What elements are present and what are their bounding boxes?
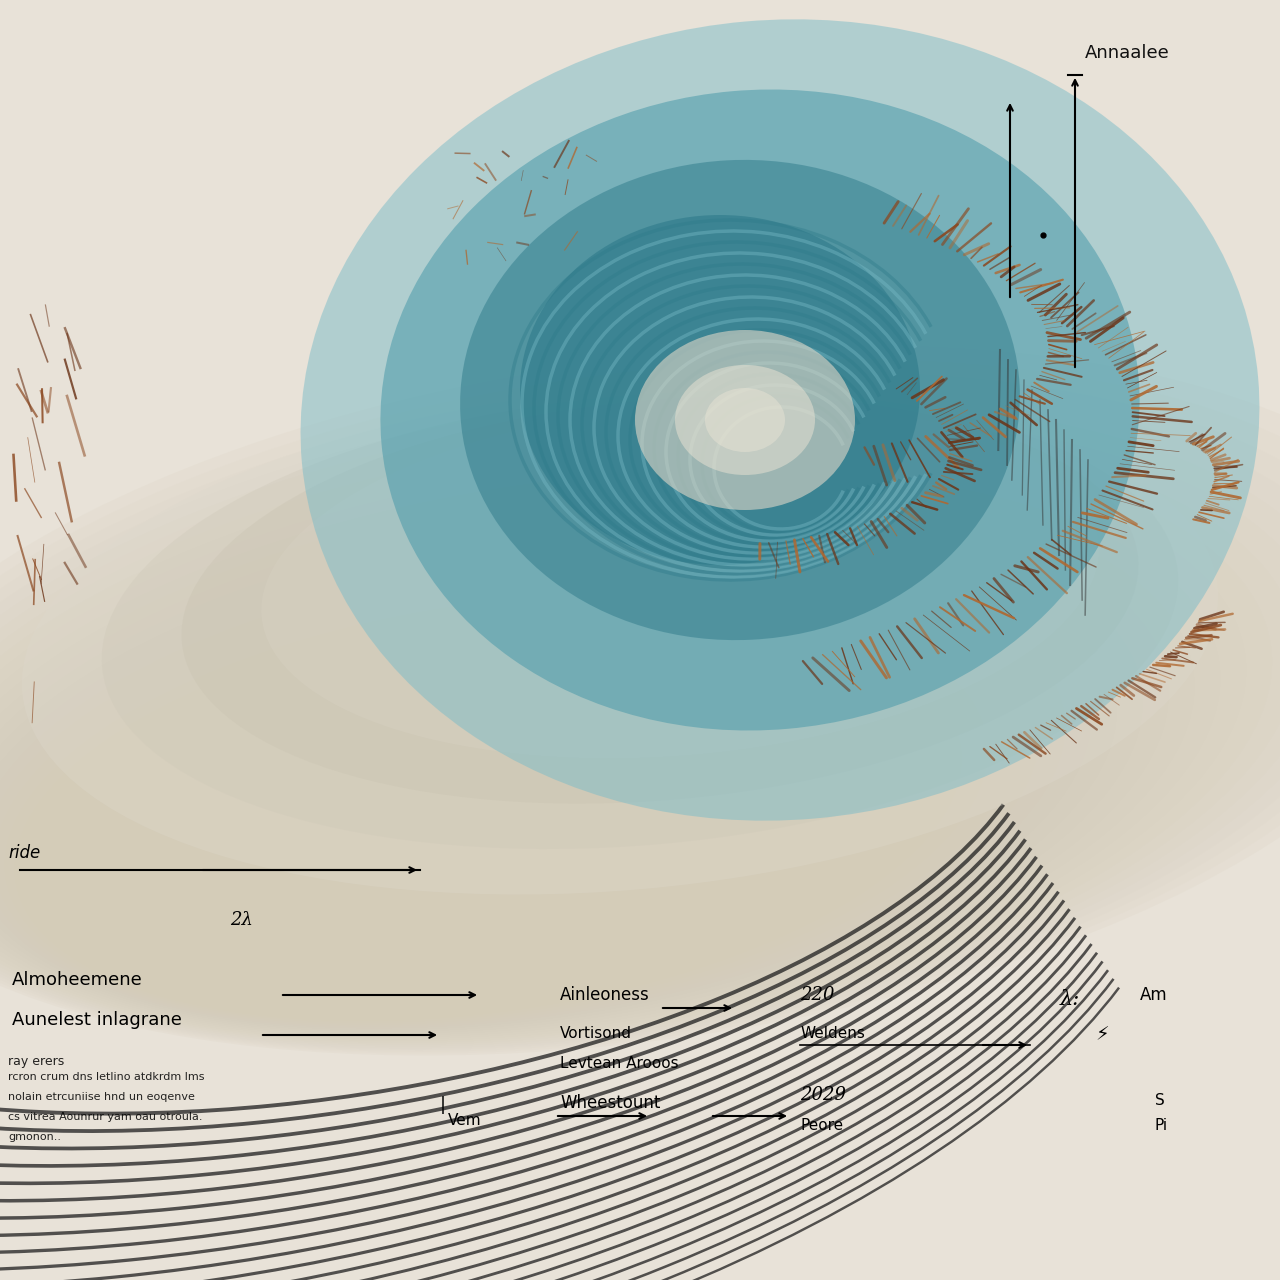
Text: Ainleoness: Ainleoness xyxy=(561,986,650,1004)
Text: nolain etrcuniise hnd un eoqenve: nolain etrcuniise hnd un eoqenve xyxy=(8,1092,195,1102)
Ellipse shape xyxy=(380,90,1139,731)
Text: Peore: Peore xyxy=(800,1117,844,1133)
Ellipse shape xyxy=(675,365,815,475)
Ellipse shape xyxy=(154,800,599,996)
Text: S: S xyxy=(1155,1093,1165,1108)
Text: ride: ride xyxy=(8,844,40,861)
Text: 220: 220 xyxy=(800,986,835,1004)
Text: 2λ: 2λ xyxy=(230,911,253,929)
Ellipse shape xyxy=(0,497,1169,1036)
Ellipse shape xyxy=(64,676,832,1011)
Ellipse shape xyxy=(0,399,1280,1048)
Ellipse shape xyxy=(0,552,1065,1028)
Text: λ:: λ: xyxy=(1060,989,1080,1009)
Text: rcron crum dns letlino atdkrdm lms: rcron crum dns letlino atdkrdm lms xyxy=(8,1073,205,1082)
Text: Annaalee: Annaalee xyxy=(1085,44,1170,61)
Text: Pi: Pi xyxy=(1155,1117,1169,1133)
Text: |: | xyxy=(440,1096,445,1114)
Ellipse shape xyxy=(0,566,1039,1027)
Ellipse shape xyxy=(0,456,1247,1041)
Ellipse shape xyxy=(0,538,1091,1030)
Ellipse shape xyxy=(520,215,920,564)
Text: 2029: 2029 xyxy=(800,1085,846,1103)
Text: Weldens: Weldens xyxy=(800,1027,865,1041)
Ellipse shape xyxy=(45,649,883,1015)
Text: Aunelest inlagrane: Aunelest inlagrane xyxy=(12,1011,182,1029)
Ellipse shape xyxy=(0,358,1280,1053)
Ellipse shape xyxy=(22,385,1219,895)
Ellipse shape xyxy=(0,413,1280,1046)
Ellipse shape xyxy=(54,662,858,1014)
Ellipse shape xyxy=(705,388,785,452)
Text: cs vitrea Aounrur yam oau otroula.: cs vitrea Aounrur yam oau otroula. xyxy=(8,1112,202,1123)
Ellipse shape xyxy=(93,718,754,1006)
Ellipse shape xyxy=(0,468,1220,1039)
Ellipse shape xyxy=(635,330,855,509)
Ellipse shape xyxy=(460,160,1020,640)
Ellipse shape xyxy=(14,607,961,1021)
Ellipse shape xyxy=(74,690,806,1010)
Text: ⚡: ⚡ xyxy=(1094,1025,1108,1044)
Ellipse shape xyxy=(5,593,987,1023)
Ellipse shape xyxy=(101,390,1179,849)
Ellipse shape xyxy=(0,387,1280,1050)
Ellipse shape xyxy=(0,511,1143,1034)
Text: Almoheemene: Almoheemene xyxy=(12,972,143,989)
Ellipse shape xyxy=(24,621,936,1019)
Text: Vortisond: Vortisond xyxy=(561,1027,632,1041)
Ellipse shape xyxy=(123,759,677,1001)
Text: Wheestount: Wheestount xyxy=(561,1094,660,1112)
Ellipse shape xyxy=(35,635,910,1018)
Ellipse shape xyxy=(0,442,1272,1043)
Ellipse shape xyxy=(182,397,1138,804)
Ellipse shape xyxy=(104,731,728,1005)
Ellipse shape xyxy=(0,580,1014,1024)
Ellipse shape xyxy=(261,402,1098,758)
Text: Vem: Vem xyxy=(448,1114,481,1128)
Ellipse shape xyxy=(301,19,1260,820)
Ellipse shape xyxy=(143,787,625,997)
Ellipse shape xyxy=(0,428,1280,1044)
Ellipse shape xyxy=(0,372,1280,1052)
Text: ray erers: ray erers xyxy=(8,1055,64,1068)
Ellipse shape xyxy=(84,704,780,1009)
Ellipse shape xyxy=(0,483,1194,1037)
Ellipse shape xyxy=(0,344,1280,1056)
Ellipse shape xyxy=(0,525,1116,1032)
Ellipse shape xyxy=(114,745,703,1002)
Text: Am: Am xyxy=(1140,986,1167,1004)
Ellipse shape xyxy=(163,814,573,993)
Text: Levtean Arooos: Levtean Arooos xyxy=(561,1056,678,1071)
Text: gmonon..: gmonon.. xyxy=(8,1132,61,1142)
Ellipse shape xyxy=(133,773,650,1000)
